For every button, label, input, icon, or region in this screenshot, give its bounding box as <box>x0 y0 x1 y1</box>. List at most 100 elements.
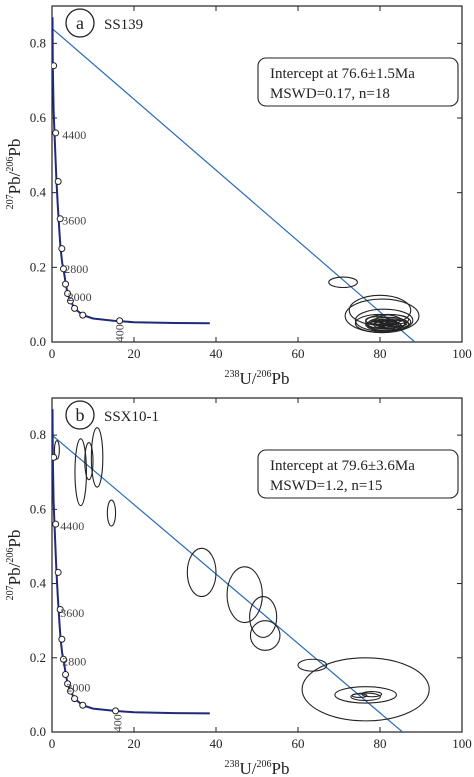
panel-b-error-ellipse <box>351 693 368 699</box>
panel-a-sample-name: SS139 <box>104 17 143 33</box>
panel-b-chart: 0 20 40 60 80 100 0.0 0.2 0.4 0.6 0.8 238U/206Pb 207… <box>5 397 472 777</box>
panel-b-concordia-age-marker <box>59 655 67 663</box>
panel-a-plot-area <box>52 17 420 342</box>
panel-b-y-tick-label: 0.8 <box>30 427 46 442</box>
panel-a-concordia-age-label: 3600 <box>62 214 86 228</box>
panel-b-concordia-age-label: 3600 <box>60 606 84 620</box>
panel-a-concordia-age-marker <box>54 177 62 185</box>
panel-a-y-tick-label: 0.6 <box>30 110 47 125</box>
panel-a-x-tick-label: 80 <box>374 346 387 361</box>
panel-a-y-axis-label: 207Pb/206Pb <box>5 139 24 210</box>
panel-b-error-ellipse <box>90 427 104 488</box>
panel-b-error-ellipse <box>226 566 263 624</box>
panel-b-x-tick-label: 60 <box>292 736 305 751</box>
panel-a-concordia-age-marker <box>116 317 124 325</box>
panel-a-y-tick-label: 0.4 <box>30 185 47 200</box>
panel-b-concordia-age-label: 400 <box>111 714 125 732</box>
panel-b-x-tick-label: 20 <box>128 736 141 751</box>
panel-b-x-tick-label: 40 <box>210 736 223 751</box>
panel-b-x-tick-label: 0 <box>49 736 56 751</box>
panel-b-panel-letter: b <box>76 405 85 425</box>
panel-b-error-ellipse <box>334 686 397 704</box>
panel-b-concordia-age-marker <box>52 453 58 461</box>
panel-a-y-tick-label: 0.0 <box>30 334 46 349</box>
panel-a-error-ellipse <box>365 321 387 329</box>
panel-b-error-ellipse <box>350 692 381 702</box>
panel-b-intercept-text: Intercept at 79.6±3.6Ma <box>270 458 415 474</box>
panel-a-concordia-age-marker <box>59 265 67 273</box>
panel-a-error-ellipse <box>365 316 391 325</box>
panel-b-error-ellipse <box>301 657 430 722</box>
panel-a-concordia-age-marker <box>79 311 87 319</box>
panel-b-error-ellipse <box>249 620 281 651</box>
panel-a-concordia-age-marker <box>64 289 72 297</box>
panel-a-mswd-text: MSWD=0.17, n=18 <box>270 86 390 102</box>
panel-b-error-ellipse <box>297 658 328 672</box>
panel-a-panel-letter-badge <box>65 8 95 38</box>
panel-b-concordia-age-marker <box>71 695 79 703</box>
panel-b-concordia-age-marker <box>64 680 72 688</box>
panel-b-error-ellipse <box>84 441 94 481</box>
panel-b-concordia-age-marker <box>79 701 87 709</box>
panel-a-x-axis-label: 238U/206Pb <box>225 369 290 388</box>
panel-a-intercept-text: Intercept at 76.6±1.5Ma <box>270 66 415 82</box>
panel-b-concordia-age-marker <box>66 687 74 695</box>
panel-a-concordia-age-marker <box>58 245 66 253</box>
panel-b-concordia-age-marker <box>62 670 70 678</box>
panel-b-error-ellipse <box>249 595 278 638</box>
panel-b-y-axis-label: 207Pb/206Pb <box>5 530 24 601</box>
panel-b-concordia-age-marker <box>52 520 60 528</box>
panel-b-mswd-text: MSWD=1.2, n=15 <box>270 478 382 494</box>
panel-a-chart: 0 20 40 60 80 100 0.0 0.2 0.4 0.6 0.8 238U/206Pb 207… <box>5 5 472 388</box>
panel-b-y-tick-label: 0.0 <box>30 724 46 739</box>
panel-a-concordia-age-marker <box>66 297 74 305</box>
panel-b-concordia-age-marker <box>58 635 66 643</box>
panel-b-y-tick-label: 0.6 <box>30 501 47 516</box>
panel-b-concordia-age-marker <box>56 606 64 614</box>
panel-b-plot-frame <box>51 397 463 733</box>
panel-a-error-ellipse <box>354 308 414 333</box>
panel-b-concordia-age-marker <box>112 707 120 715</box>
panel-a-concordia-age-label: 4400 <box>62 128 86 142</box>
panel-b-concordia-age-marker <box>54 568 62 576</box>
panel-a-y-tick-label: 0.2 <box>30 259 46 274</box>
panel-a-concordia-age-marker <box>62 280 70 288</box>
panel-b-concordia-age-label: 2800 <box>62 654 86 668</box>
panel-b-x-tick-label: 80 <box>374 736 387 751</box>
panel-b-concordia-age-label: 2000 <box>66 680 90 694</box>
panel-a-intercept-box <box>257 57 459 107</box>
panel-a-concordia-age-marker <box>52 129 60 137</box>
panel-a-concordia-age-marker <box>56 215 64 223</box>
panel-b-error-ellipse <box>53 440 60 460</box>
panel-a-x-tick-label: 60 <box>292 346 305 361</box>
panel-a-concordia-age-marker <box>71 304 79 312</box>
panel-a-discordia-line <box>52 27 416 342</box>
panel-b-intercept-box <box>257 449 459 499</box>
panel-b-y-tick-label: 0.2 <box>30 650 46 665</box>
panel-a-error-ellipse <box>375 314 410 326</box>
panel-a-concordia-age-marker <box>52 62 58 70</box>
panel-a-error-ellipse <box>328 276 359 289</box>
panel-a-x-tick-label: 40 <box>210 346 223 361</box>
panel-b-x-axis-label: 238U/206Pb <box>225 759 290 777</box>
panel-a-panel-letter: a <box>76 13 84 33</box>
panel-a-concordia-age-label: 2800 <box>64 262 88 276</box>
panel-b-sample-name: SSX10-1 <box>104 409 159 425</box>
panel-a-y-tick-label: 0.8 <box>30 35 46 50</box>
panel-a-concordia-curve <box>52 17 210 325</box>
panel-b-plot-area <box>52 409 430 732</box>
panel-b-error-ellipse <box>186 547 217 598</box>
panel-b-concordia-age-label: 4400 <box>60 519 84 533</box>
panel-b-x-tick-label: 100 <box>452 736 472 751</box>
panel-a-plot-frame <box>51 5 463 343</box>
panel-a-x-tick-label: 0 <box>49 346 56 361</box>
panel-a-x-tick-label: 100 <box>452 346 472 361</box>
panel-a-concordia-age-label: 2000 <box>68 290 92 304</box>
panel-b-discordia-line <box>52 434 403 732</box>
panel-b-panel-letter-badge <box>65 400 95 430</box>
panel-a-concordia-age-label: 400 <box>113 324 127 342</box>
panel-a-x-tick-label: 20 <box>128 346 141 361</box>
panel-b-y-tick-label: 0.4 <box>30 576 47 591</box>
panel-b-error-ellipse <box>106 499 117 527</box>
panel-b-error-ellipse <box>74 438 87 507</box>
